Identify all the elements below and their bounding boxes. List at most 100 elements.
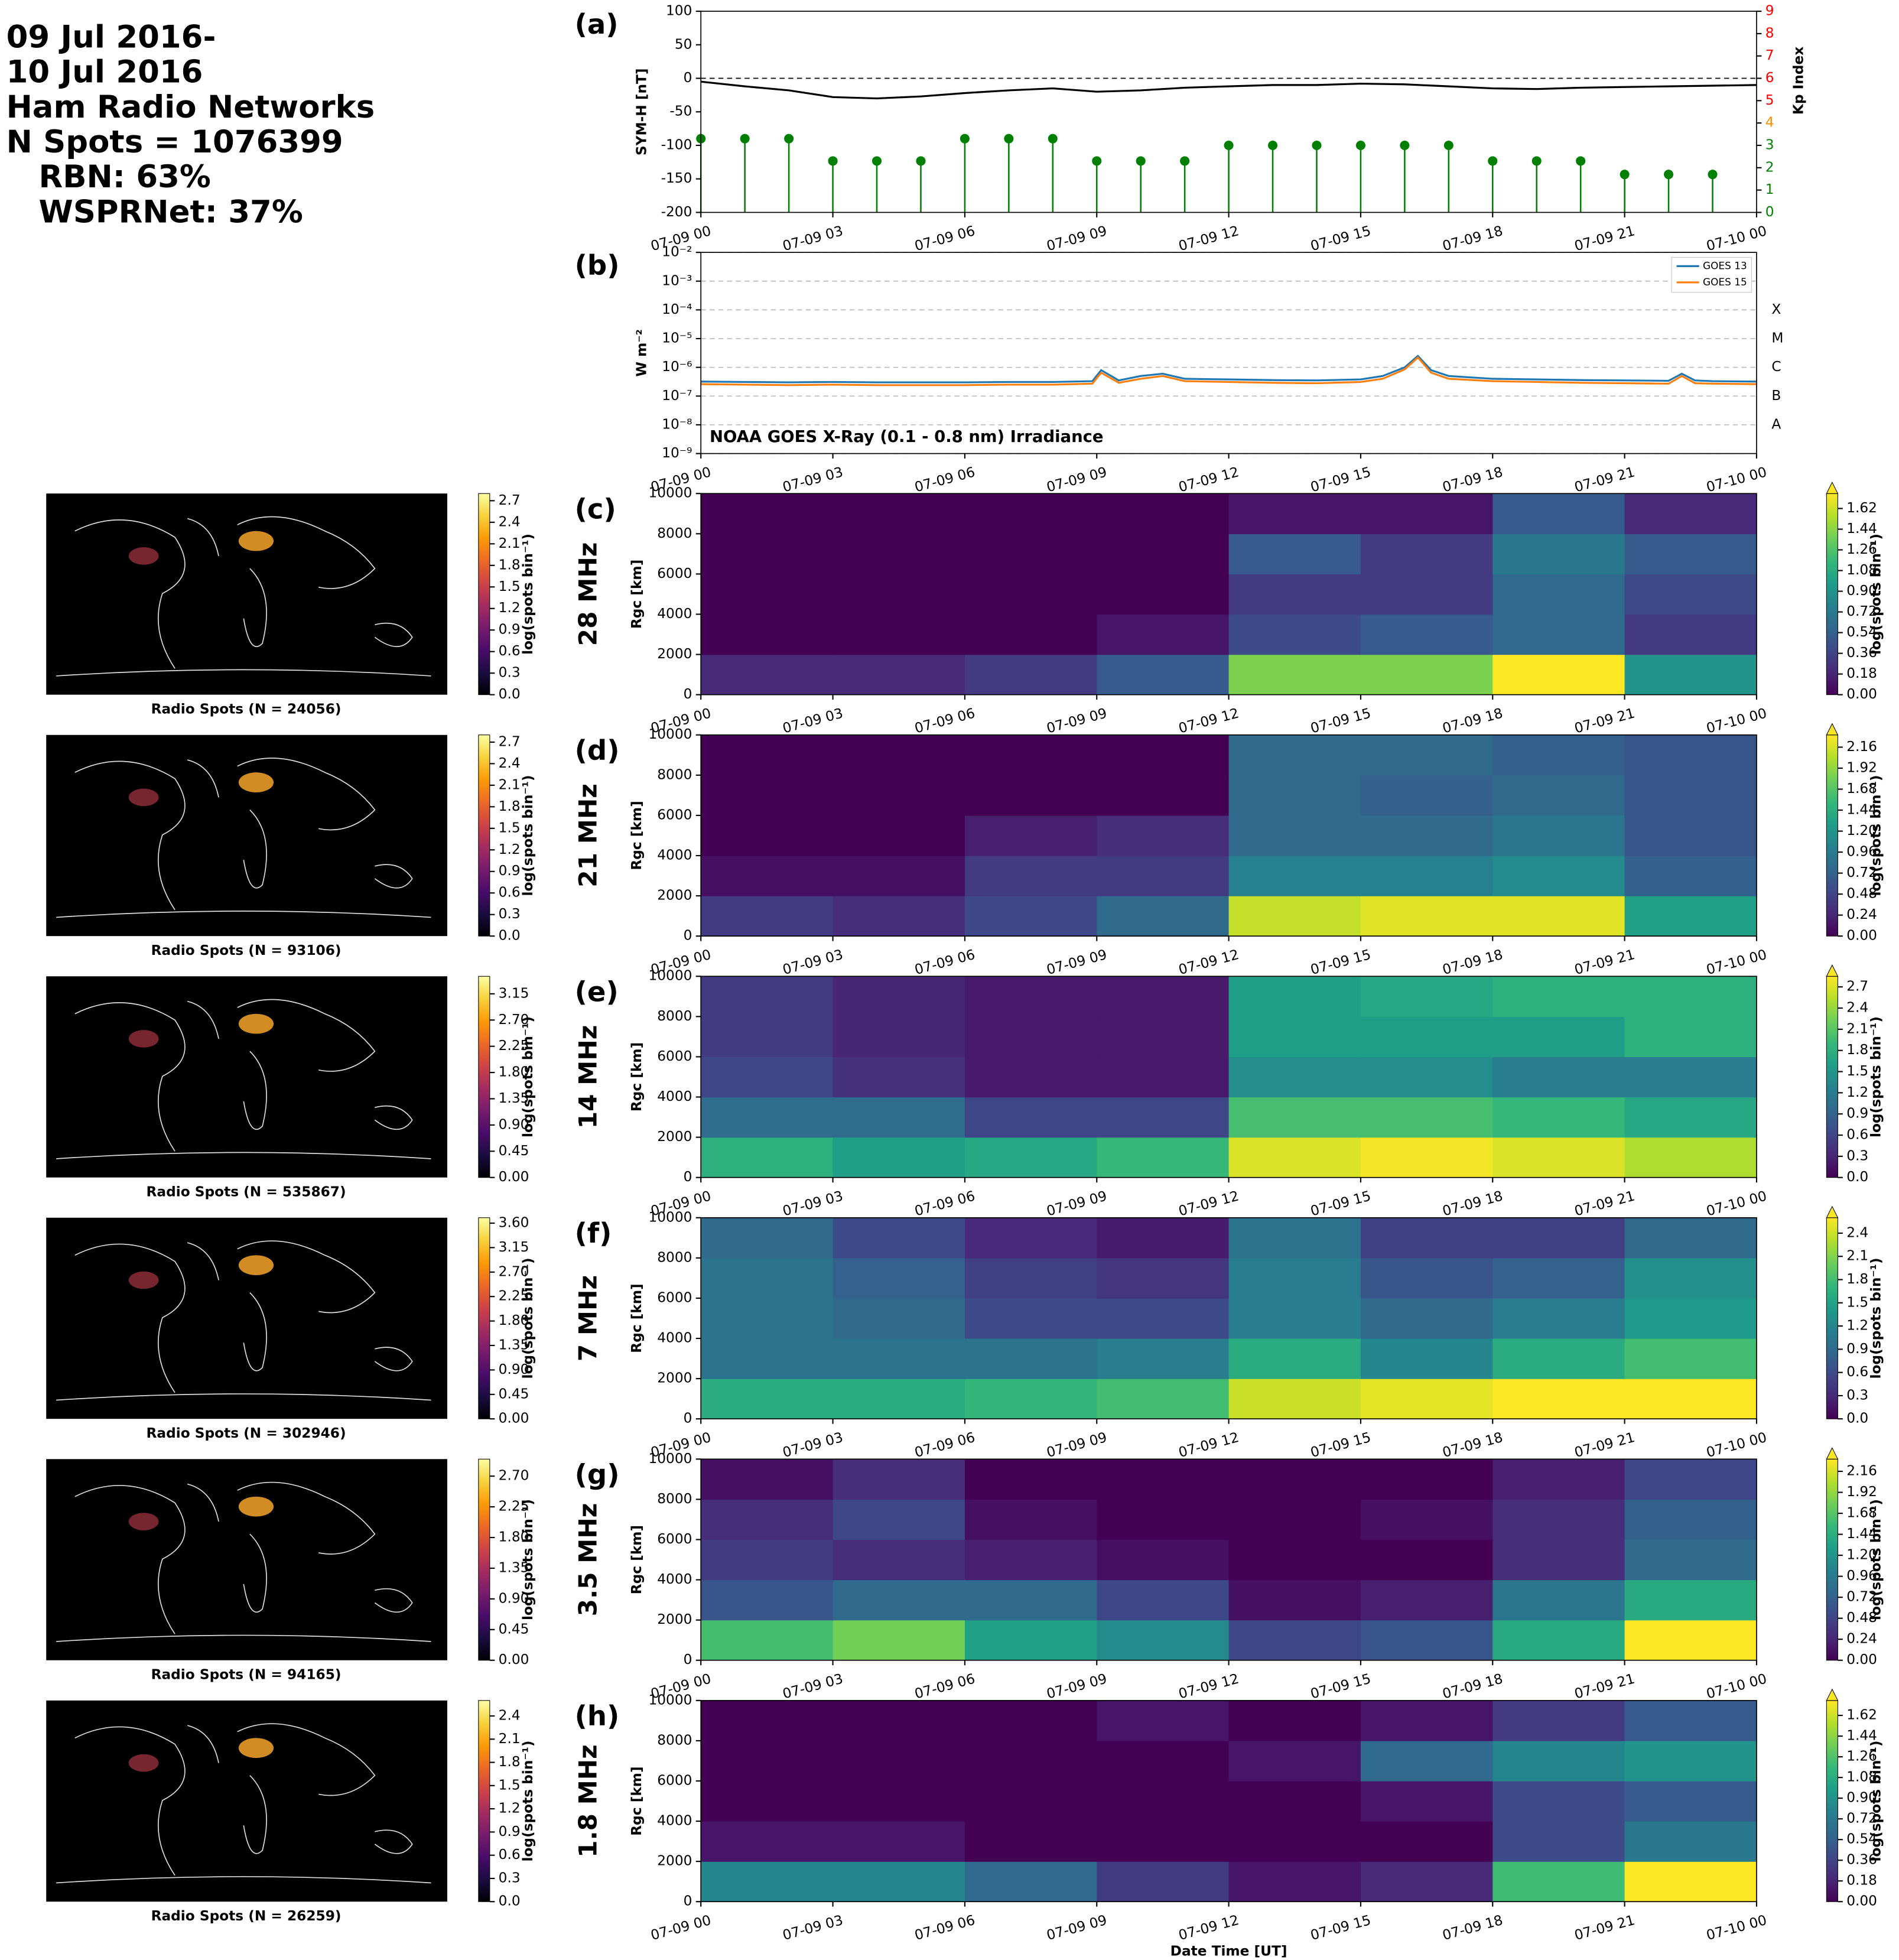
heatmap-cell bbox=[1228, 654, 1361, 695]
x-tick-label: 07-09 03 bbox=[781, 705, 845, 736]
heatmap-cell bbox=[964, 1821, 1097, 1862]
heatmap-cell bbox=[1492, 1459, 1625, 1500]
heatmap-cell bbox=[1360, 1861, 1493, 1902]
spot-cluster bbox=[128, 1513, 159, 1530]
y-tick-label: 1.62 bbox=[1846, 500, 1877, 516]
heatmap-cell bbox=[1360, 614, 1493, 655]
heatmap-cell bbox=[1097, 1338, 1230, 1379]
y-tick-label: 9 bbox=[1765, 3, 1774, 19]
heatmap-cell bbox=[833, 1821, 965, 1862]
heatmap-cell bbox=[1097, 1861, 1230, 1902]
y-tick-label: 1.80 bbox=[499, 1312, 529, 1328]
heatmap-cell bbox=[1492, 1740, 1625, 1782]
heatmap-cell bbox=[1492, 1780, 1625, 1822]
kp-marker bbox=[916, 156, 926, 166]
y-tick-label: 0.00 bbox=[499, 1652, 529, 1668]
heatmap-cell bbox=[964, 574, 1097, 615]
y-tick-label: 0.24 bbox=[1846, 906, 1877, 922]
y-tick-label: 1.20 bbox=[1846, 1547, 1877, 1563]
heatmap-cell bbox=[964, 614, 1097, 655]
y-tick-label: 2000 bbox=[657, 1129, 692, 1145]
x-tick-label: 07-09 18 bbox=[1440, 223, 1504, 254]
panel-label: (c) bbox=[575, 493, 616, 525]
heatmap-cell bbox=[1228, 815, 1361, 856]
coastline bbox=[56, 758, 431, 918]
heatmap-cell bbox=[1228, 1499, 1361, 1540]
colorbar-extension bbox=[1826, 1688, 1839, 1701]
y-tick-label: 2000 bbox=[657, 1853, 692, 1869]
x-tick-label: 07-10 00 bbox=[1705, 223, 1768, 254]
heatmap-cell bbox=[701, 1821, 834, 1862]
y-tick-label: 6000 bbox=[657, 807, 692, 823]
x-tick-label: 07-09 03 bbox=[781, 947, 845, 978]
colorbar-extension bbox=[1826, 964, 1839, 977]
y-tick-label: 3.15 bbox=[499, 1239, 529, 1255]
y-tick-label: -150 bbox=[661, 170, 692, 186]
heatmap-cell bbox=[964, 1097, 1097, 1138]
y-tick-label: 1.2 bbox=[499, 1800, 521, 1816]
panel-label: (f) bbox=[575, 1217, 612, 1249]
heatmap-cell bbox=[833, 1016, 965, 1058]
heatmap-cell bbox=[1228, 1016, 1361, 1058]
y-tick-label: 2.4 bbox=[499, 513, 521, 529]
y-axis-label: Rgc [km] bbox=[629, 801, 645, 870]
y-tick-label: 2.4 bbox=[499, 1707, 521, 1723]
x-tick-label: 07-09 15 bbox=[1309, 223, 1373, 254]
heatmap-cell bbox=[1228, 1137, 1361, 1178]
y-tick-label: 8000 bbox=[657, 1491, 692, 1507]
heatmap-cell bbox=[1228, 976, 1361, 1017]
colorbar bbox=[478, 1700, 490, 1902]
y-tick-label: 2000 bbox=[657, 1370, 692, 1386]
heatmap-cell bbox=[964, 1298, 1097, 1339]
heatmap-cell bbox=[1360, 1137, 1493, 1178]
x-tick-label: 07-09 06 bbox=[913, 464, 977, 495]
heatmap-cell bbox=[1228, 1780, 1361, 1822]
y-tick-label: 10000 bbox=[648, 1209, 692, 1225]
y-axis-label: Rgc [km] bbox=[629, 1042, 645, 1111]
y-tick-label: 10⁻⁷ bbox=[662, 388, 692, 404]
heatmap-cell bbox=[1624, 1821, 1757, 1862]
heatmap-cell bbox=[833, 1579, 965, 1621]
y-tick-label: 4000 bbox=[657, 1330, 692, 1346]
heatmap-cell bbox=[1492, 976, 1625, 1017]
legend-label: GOES 13 bbox=[1703, 259, 1747, 271]
heatmap-cell bbox=[1624, 1057, 1757, 1098]
y-tick-label: 1.8 bbox=[1846, 1042, 1868, 1058]
heatmap-cell bbox=[1360, 493, 1493, 534]
y-tick-label: 0.45 bbox=[499, 1621, 529, 1637]
x-tick-label: 07-10 00 bbox=[1705, 947, 1768, 978]
y-tick-label: 3 bbox=[1765, 136, 1774, 152]
map-background bbox=[46, 1459, 447, 1660]
kp-marker bbox=[1664, 170, 1674, 180]
y-tick-label: 0.9 bbox=[499, 863, 521, 879]
spot-cluster bbox=[238, 1496, 274, 1517]
heatmap-cell bbox=[1624, 734, 1757, 776]
header-line: Ham Radio Networks bbox=[6, 89, 375, 125]
y-tick-label: 0.54 bbox=[1846, 624, 1877, 640]
heatmap-cell bbox=[1228, 614, 1361, 655]
heatmap-cell bbox=[1360, 1217, 1493, 1259]
heatmap-cell bbox=[1097, 1137, 1230, 1178]
heatmap-cell bbox=[1360, 1499, 1493, 1540]
y-tick-label: 0.6 bbox=[1846, 1127, 1868, 1143]
spot-cluster bbox=[128, 1030, 159, 1048]
heatmap-cell bbox=[833, 493, 965, 534]
heatmap-cell bbox=[964, 1579, 1097, 1621]
colorbar bbox=[478, 493, 490, 695]
heatmap-cell bbox=[964, 1057, 1097, 1098]
x-tick-label: 07-10 00 bbox=[1705, 464, 1768, 495]
colorbar bbox=[478, 976, 490, 1178]
heatmap-cell bbox=[1624, 654, 1757, 695]
y-tick-label: 2.4 bbox=[499, 755, 521, 771]
x-tick-label: 07-09 06 bbox=[913, 705, 977, 736]
heatmap-cell bbox=[1624, 1137, 1757, 1178]
heatmap-cell bbox=[701, 654, 834, 695]
y-tick-label: 10000 bbox=[648, 726, 692, 742]
y-tick-label: 1.08 bbox=[1846, 562, 1877, 578]
colorbar bbox=[1826, 1458, 1838, 1661]
y-tick-label: 1.68 bbox=[1846, 1505, 1877, 1521]
y-tick-label: 1.92 bbox=[1846, 759, 1877, 775]
heatmap-cell bbox=[1360, 1097, 1493, 1138]
x-tick-label: 07-09 18 bbox=[1440, 1188, 1504, 1219]
x-tick-label: 07-09 18 bbox=[1440, 464, 1504, 495]
